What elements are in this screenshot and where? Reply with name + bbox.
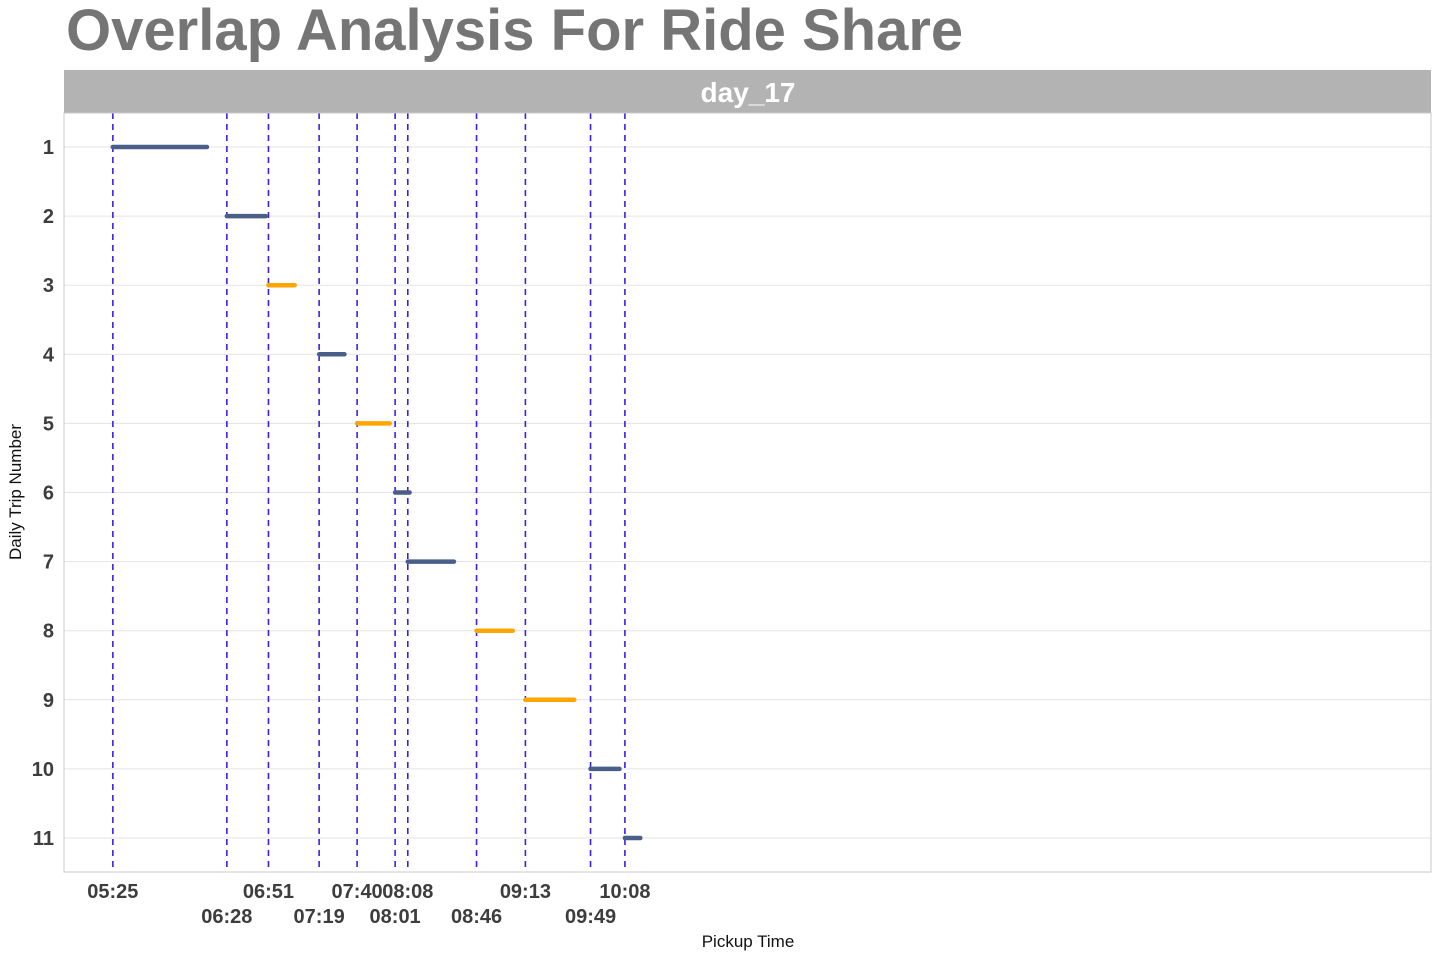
y-tick-label: 6 [43, 483, 54, 505]
y-tick-label: 5 [43, 413, 54, 435]
y-tick-label: 1 [43, 137, 54, 159]
y-tick-label: 3 [43, 275, 54, 297]
x-tick-label: 05:25 [87, 881, 138, 903]
y-tick-label: 9 [43, 690, 54, 712]
y-tick-label: 10 [32, 759, 54, 781]
pickup-lines [112, 113, 626, 872]
x-tick-label: 08:46 [451, 906, 502, 928]
panel-border [63, 112, 1432, 873]
y-tick-label: 11 [33, 828, 54, 850]
x-axis-label: Pickup Time [702, 932, 795, 951]
x-tick-label: 07:19 [294, 906, 345, 928]
x-tick-label: 07:40 [332, 881, 383, 903]
x-tick-label: 08:08 [382, 881, 433, 903]
x-tick-label: 09:49 [565, 906, 616, 928]
trip-bars [110, 144, 643, 841]
y-tick-label: 2 [43, 206, 54, 228]
y-tick-label: 7 [43, 552, 54, 574]
y-axis-label: Daily Trip Number [6, 424, 25, 560]
x-tick-label: 08:01 [370, 906, 421, 928]
chart-title: Overlap Analysis For Ride Share [66, 0, 963, 63]
y-tick-label: 8 [43, 621, 54, 643]
x-tick-label: 06:28 [201, 906, 252, 928]
facet-label: day_17 [701, 77, 796, 108]
x-tick-label: 10:08 [599, 881, 650, 903]
y-tick-label: 4 [43, 344, 55, 366]
x-tick-label: 06:51 [243, 881, 294, 903]
y-tick-labels: 1 2 3 4 5 6 7 8 9 10 11 [32, 137, 55, 850]
x-tick-label: 09:13 [500, 881, 551, 903]
facet-strip [64, 70, 1431, 113]
